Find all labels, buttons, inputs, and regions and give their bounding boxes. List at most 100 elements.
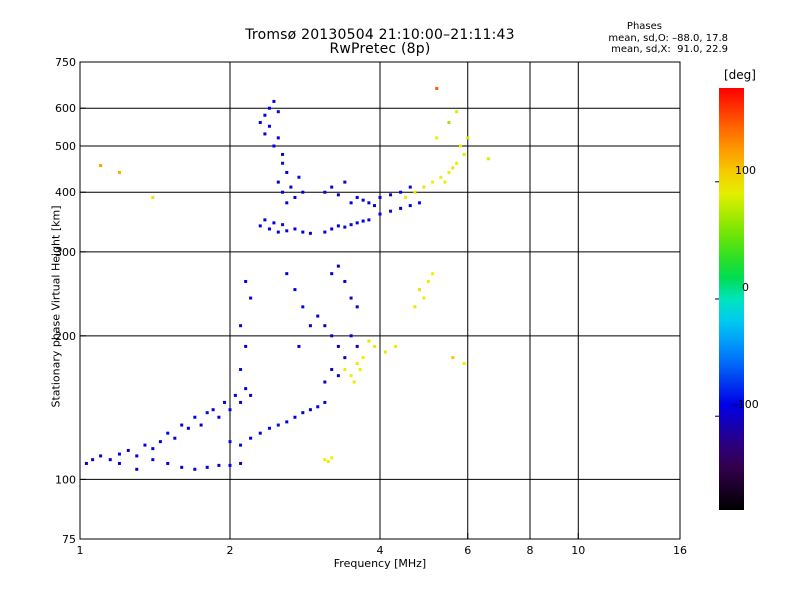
y-tick-label: 200 (55, 330, 76, 343)
o-mode-echo-point (84, 461, 88, 465)
o-mode-echo-point (244, 344, 248, 348)
o-mode-echo-point (336, 264, 340, 268)
o-mode-echo-point (173, 436, 177, 440)
phase-legend-x-mode: mean, sd,X: 91.0, 22.9 (611, 44, 728, 55)
o-mode-echo-point (276, 230, 280, 234)
x-mode-echo-point (367, 339, 371, 343)
x-mode-echo-point (426, 279, 430, 283)
o-mode-echo-point (343, 356, 347, 360)
o-mode-echo-point (408, 185, 412, 189)
axis-ticks: 1 2 4 6 8 10 16 75 100 200 300 400 500 600 750 (55, 56, 687, 557)
x-mode-echo-point (451, 356, 455, 360)
o-mode-echo-point (399, 206, 403, 210)
phase-legend-o-mode: mean, sd,O: –88.0, 17.8 (608, 33, 728, 44)
o-mode-echo-point (330, 367, 334, 371)
o-mode-echo-point (258, 121, 262, 125)
o-mode-echo-point (117, 452, 121, 456)
o-mode-echo-point (276, 180, 280, 184)
o-mode-echo-point (297, 175, 301, 179)
o-mode-echo-point (193, 467, 197, 471)
x-mode-echo-point (361, 356, 365, 360)
x-mode-echo-point (455, 110, 459, 114)
o-mode-echo-point (228, 463, 232, 467)
o-mode-echo-point (285, 420, 289, 424)
o-mode-echo-point (330, 227, 334, 231)
o-mode-echo-point (361, 198, 365, 202)
x-tick-label: 2 (227, 544, 234, 557)
o-mode-echo-point (389, 209, 393, 213)
x-mode-echo-point (343, 367, 347, 371)
x-mode-echo-point (435, 136, 439, 140)
y-axis-label: Stationary phase Virtual Height [km] (49, 205, 63, 408)
o-mode-echo-point (349, 201, 353, 205)
o-mode-echo-point (193, 415, 197, 419)
x-mode-echo-point (431, 180, 435, 184)
x-mode-echo-point (422, 296, 426, 300)
colorbar-tick-label: 100 (735, 164, 756, 177)
o-mode-echo-point (355, 305, 359, 309)
x-mode-echo-point (403, 195, 407, 199)
o-mode-echo-point (367, 201, 371, 205)
x-axis-label: Frequency [MHz] (333, 557, 427, 570)
x-tick-label: 4 (377, 544, 384, 557)
o-mode-echo-point (272, 99, 276, 103)
o-mode-echo-point (343, 225, 347, 229)
o-mode-echo-point (228, 440, 232, 444)
o-mode-echo-point (272, 144, 276, 148)
o-mode-echo-point (205, 465, 209, 469)
x-tick-label: 8 (527, 544, 534, 557)
o-mode-echo-point (293, 195, 297, 199)
x-mode-echo-point (462, 361, 466, 365)
o-mode-echo-point (263, 113, 267, 117)
y-tick-label: 400 (55, 186, 76, 199)
o-mode-echo-point (258, 224, 262, 228)
o-mode-echo-point (108, 458, 112, 462)
o-mode-echo-point (293, 227, 297, 231)
o-mode-echo-point (217, 463, 221, 467)
x-mode-echo-point (422, 185, 426, 189)
o-mode-echo-point (239, 324, 243, 328)
o-mode-echo-point (336, 224, 340, 228)
o-mode-echo-point (297, 344, 301, 348)
o-mode-echo-point (308, 324, 312, 328)
x-mode-echo-point (443, 180, 447, 184)
y-tick-label: 500 (55, 140, 76, 153)
o-mode-echo-point (308, 408, 312, 412)
o-mode-echo-point (281, 152, 285, 156)
o-mode-echo-point (223, 400, 227, 404)
o-mode-echo-point (301, 305, 305, 309)
x-tick-label: 1 (77, 544, 84, 557)
x-mode-echo-point (435, 86, 439, 90)
colorbar-tick-label: –100 (732, 398, 759, 411)
o-mode-echo-point (166, 461, 170, 465)
o-mode-echo-point (323, 380, 327, 384)
o-mode-echo-point (330, 185, 334, 189)
o-mode-echo-point (330, 334, 334, 338)
o-mode-echo-point (239, 443, 243, 447)
phase-legend-heading: Phases (626, 21, 662, 32)
o-mode-echo-point (285, 272, 289, 276)
x-mode-echo-point (439, 175, 443, 179)
o-mode-echo-point (135, 467, 139, 471)
o-mode-echo-point (349, 296, 353, 300)
o-mode-echo-point (367, 218, 371, 222)
x-mode-echo-point (462, 152, 466, 156)
o-mode-echo-point (126, 448, 130, 452)
o-mode-echo-point (355, 195, 359, 199)
colorbar-unit-label: [deg] (724, 68, 756, 82)
o-mode-echo-point (399, 190, 403, 194)
x-mode-echo-point (486, 157, 490, 161)
x-mode-echo-point (451, 166, 455, 170)
grid-lines (80, 62, 680, 539)
phase-colorbar: –100 0 100 (715, 88, 759, 510)
o-mode-echo-point (293, 415, 297, 419)
o-mode-echo-point (285, 229, 289, 233)
x-mode-echo-point (413, 190, 417, 194)
o-mode-echo-point (233, 393, 237, 397)
x-mode-echo-point (417, 288, 421, 292)
o-mode-echo-point (276, 423, 280, 427)
x-mode-echo-point (358, 367, 362, 371)
x-mode-echo-point (330, 456, 334, 460)
o-mode-echo-point (361, 219, 365, 223)
o-mode-echo-point (316, 405, 320, 409)
